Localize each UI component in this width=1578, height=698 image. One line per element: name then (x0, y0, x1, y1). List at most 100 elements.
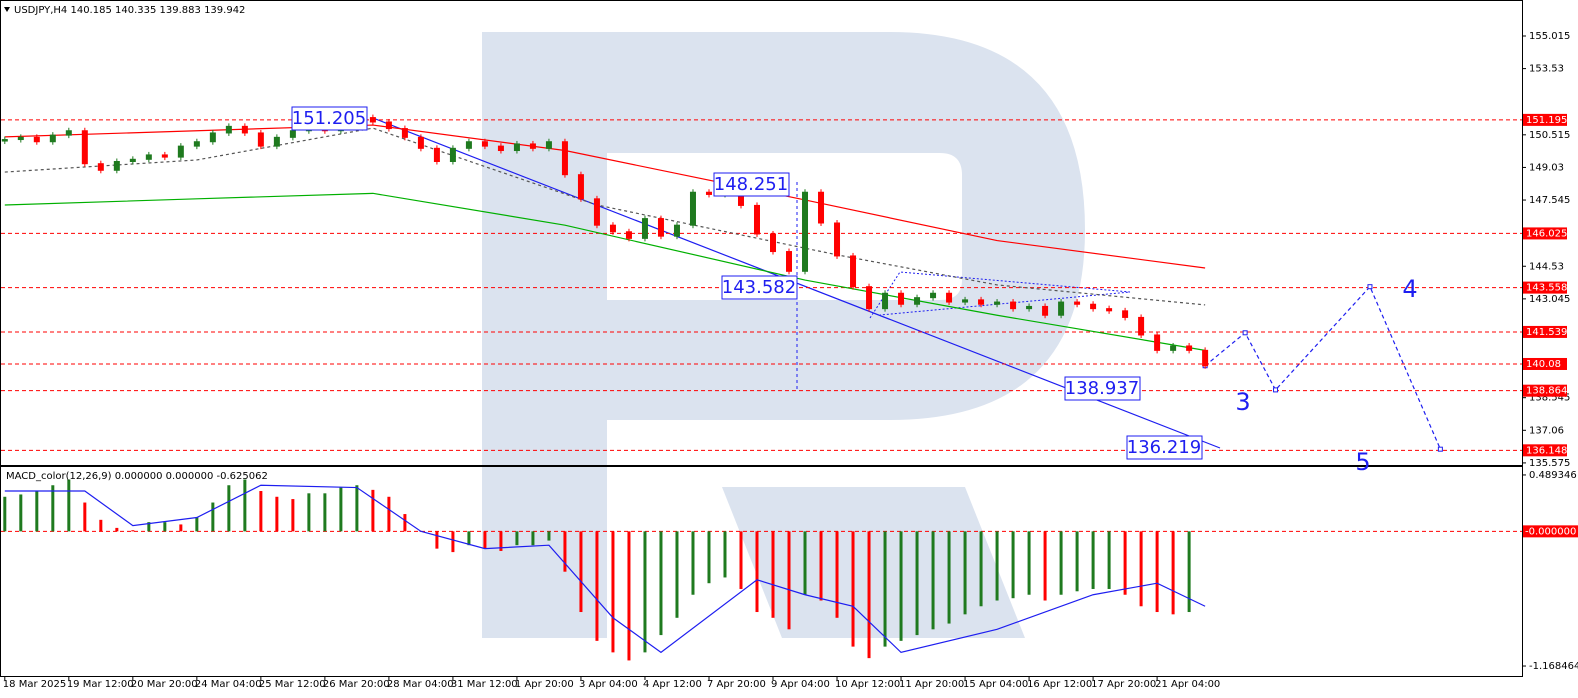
candle (225, 125, 232, 134)
macd-bar (131, 530, 135, 532)
price-label-box (721, 275, 798, 300)
x-tick-label: 1 Apr 20:00 (515, 679, 574, 690)
candle (545, 141, 552, 149)
candle (33, 136, 40, 143)
macd-bar (435, 531, 439, 549)
level-badge (1523, 281, 1567, 294)
level-label: 140.08 (1526, 359, 1561, 370)
macd-bar (659, 531, 663, 636)
macd-bar (963, 531, 967, 615)
candle (834, 222, 841, 257)
candle (481, 141, 488, 147)
x-tick-label: 21 Apr 04:00 (1155, 679, 1220, 690)
candle (49, 134, 56, 143)
annotations: 151.205 148.251 143.582 138.937 136.219 … (291, 106, 1418, 476)
macd-bar (803, 531, 807, 595)
level-label: 143.558 (1526, 283, 1567, 294)
candle (657, 218, 664, 237)
candle (385, 121, 392, 130)
candle (561, 141, 568, 176)
macd-bar (67, 479, 71, 532)
x-tick-label: 3 Apr 04:00 (579, 679, 638, 690)
candle (161, 154, 168, 158)
candle (529, 143, 536, 149)
macd-bar (451, 531, 455, 553)
macd-bar (1139, 531, 1143, 607)
collapse-arrow (4, 7, 10, 12)
candle (1186, 345, 1193, 351)
price-label-box (291, 106, 368, 131)
macd-title: MACD_color(12,26,9) 0.000000 0.000000 -0… (6, 471, 268, 482)
price-label-box (1064, 376, 1141, 401)
macd-bar (1187, 531, 1191, 613)
x-tick-label: 17 Apr 20:00 (1091, 679, 1156, 690)
level-badge (1523, 113, 1567, 126)
macd-bar (915, 531, 919, 636)
macd-bar (755, 531, 759, 613)
macd-bar (323, 493, 327, 532)
candle (17, 136, 24, 141)
signal-line (4, 484, 1206, 654)
level-badge (1523, 444, 1567, 457)
main-panel (0, 0, 1523, 466)
macd-bar (579, 531, 583, 613)
macd-bar (547, 531, 551, 541)
candle (1074, 301, 1081, 305)
macd-bar (339, 487, 343, 532)
candle (65, 130, 72, 136)
macd-bar (835, 531, 839, 618)
forecast-point (1242, 330, 1248, 336)
level-badge (1523, 357, 1567, 370)
macd-bar (403, 514, 407, 532)
macd-bar (115, 527, 119, 532)
macd-bar (1075, 531, 1079, 592)
macd-bar (723, 531, 727, 578)
candle (946, 292, 953, 303)
macd-bar (947, 531, 951, 624)
candle (193, 141, 200, 147)
macd-bar (163, 522, 167, 532)
macd-bar (611, 531, 615, 653)
price-label: 148.251 (714, 174, 788, 195)
level-badge (1523, 384, 1567, 397)
x-tick-label: 4 Apr 12:00 (643, 679, 702, 690)
macd-bar (931, 531, 935, 630)
candle (802, 191, 809, 272)
macd-bar (1171, 531, 1175, 615)
forecast-point (1437, 446, 1443, 452)
candle (1042, 305, 1049, 316)
candle (417, 136, 424, 149)
candle (1106, 308, 1113, 312)
macd-bar (1043, 531, 1047, 601)
candle (753, 204, 760, 235)
macd-bar (1107, 531, 1111, 589)
macd-bar (707, 531, 711, 584)
main-plot (1, 114, 1522, 452)
macd-bar (787, 531, 791, 630)
candle (129, 158, 136, 163)
macd-bar (195, 517, 199, 532)
macd-bar (851, 531, 855, 647)
macd-bar (1059, 531, 1063, 595)
macd-bar (643, 531, 647, 653)
candle (866, 286, 873, 310)
candle (577, 174, 584, 200)
candle (850, 255, 857, 288)
macd-bar (499, 531, 503, 551)
level-label: 151.195 (1526, 115, 1567, 126)
macd-bar (259, 491, 263, 532)
y-tick-label: -0.000000 (1525, 526, 1576, 537)
wave-label: 4 (1402, 275, 1417, 303)
macd-bar (211, 502, 215, 532)
candle (914, 297, 921, 305)
candle (433, 147, 440, 163)
macd-bar (147, 522, 151, 532)
y-tick-label: 149.03 (1529, 162, 1564, 173)
candle (1202, 349, 1209, 367)
macd-bar (563, 531, 567, 572)
macd-bar (771, 531, 775, 618)
level-badge (1523, 325, 1567, 338)
chart-title: USDJPY,H4 140.185 140.335 139.883 139.94… (14, 5, 245, 16)
y-tick-label: 147.545 (1529, 195, 1570, 206)
x-tick-label: 26 Mar 20:00 (323, 679, 390, 690)
